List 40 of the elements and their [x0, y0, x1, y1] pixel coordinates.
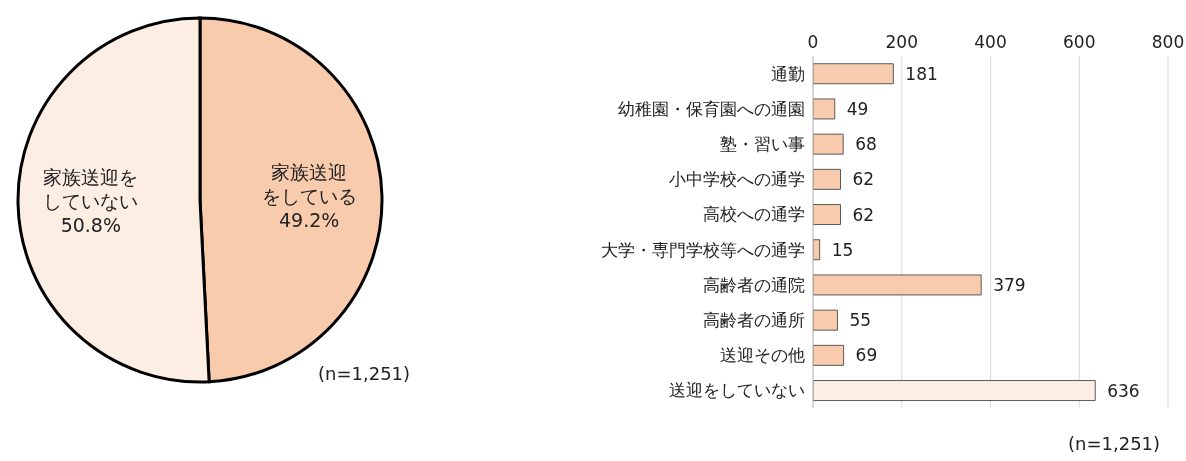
- bar: [813, 274, 982, 296]
- data-label: 181: [905, 63, 938, 84]
- y-tick-label: 高齢者の通所: [703, 310, 805, 331]
- data-label: 49.2%: [278, 208, 340, 231]
- data-label: 636: [1107, 380, 1140, 401]
- x-tick-label: 200: [885, 32, 918, 52]
- y-tick-label: 高齢者の通院: [703, 274, 805, 295]
- data-label: 62: [852, 169, 875, 190]
- data-label: 50.8%: [60, 214, 122, 237]
- bar: [813, 63, 894, 85]
- y-tick-label: 高校への通学: [703, 204, 805, 225]
- data-label: 69: [855, 345, 878, 366]
- data-label: 49: [846, 98, 869, 119]
- data-label: 68: [855, 134, 877, 155]
- y-tick-label: 送迎その他: [720, 345, 805, 366]
- y-tick-label: 幼稚園・保育園への通園: [618, 98, 805, 119]
- bar: [813, 344, 845, 366]
- y-tick-label: 送迎をしていない: [669, 380, 805, 401]
- x-tick-label: 0: [807, 32, 819, 52]
- slice-label: 家族送迎をしている: [261, 160, 357, 207]
- bar: [813, 309, 838, 331]
- bar: [813, 380, 1096, 402]
- bar: [813, 204, 842, 226]
- data-label: 62: [852, 204, 875, 225]
- y-tick-label: 通勤: [771, 63, 805, 84]
- bar: [813, 168, 842, 190]
- slice-label: 家族送迎をしていない: [43, 166, 139, 213]
- data-label: 379: [993, 274, 1026, 295]
- bar: [813, 98, 836, 120]
- data-label: 15: [831, 239, 854, 260]
- data-label: 55: [849, 310, 872, 331]
- y-tick-label: 大学・専門学校等への通学: [601, 239, 805, 260]
- y-tick-label: 塾・習い事: [720, 134, 805, 155]
- x-tick-label: 400: [974, 32, 1007, 52]
- text: (n=1,251): [318, 363, 411, 384]
- bar: [813, 133, 844, 155]
- text: (n=1,251): [1068, 433, 1161, 454]
- x-tick-label: 600: [1063, 32, 1096, 52]
- y-tick-label: 小中学校への通学: [669, 169, 805, 190]
- x-tick-label: 800: [1151, 32, 1185, 52]
